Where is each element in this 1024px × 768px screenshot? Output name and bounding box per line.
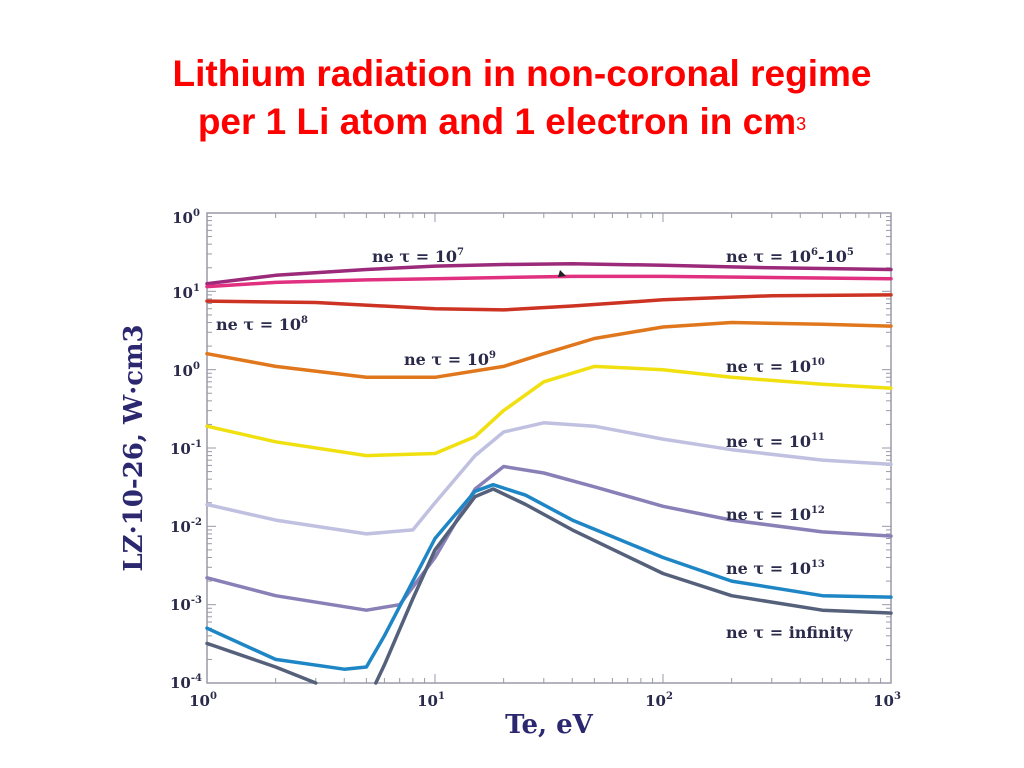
y-tick-label: 10-1 <box>170 439 202 458</box>
y-tick-label: 100 <box>172 361 200 380</box>
cursor-arrow-marker <box>558 270 566 277</box>
series-line <box>205 421 893 536</box>
series-label: ne τ = 107 <box>372 247 464 266</box>
series-label: ne τ = 106-105 <box>726 247 854 266</box>
y-tick-label: 101 <box>172 283 200 302</box>
series-line <box>374 487 893 685</box>
series-label: ne τ = 1012 <box>726 505 825 524</box>
y-tick-label: 10-2 <box>170 517 202 536</box>
y-tick-label: 100 <box>172 208 200 227</box>
series-label: ne τ = 1010 <box>726 357 825 376</box>
series-line <box>205 482 893 671</box>
y-axis-label: LZ·10-26, W·cm3 <box>119 324 149 571</box>
slide-title-superscript: 3 <box>796 114 807 134</box>
series-label: ne τ = 1011 <box>726 432 825 451</box>
x-tick-label: 102 <box>645 691 673 710</box>
slide-title-line2: per 1 Li atom and 1 electron in cm3 <box>0 100 1014 144</box>
slide-title-line1: Lithium radiation in non-coronal regime <box>172 53 872 94</box>
series-label: ne τ = 109 <box>404 350 496 369</box>
series-line <box>205 641 318 685</box>
slide-title-line2-text: per 1 Li atom and 1 electron in cm <box>197 101 797 142</box>
series-line <box>205 293 893 312</box>
series-label: ne τ = 108 <box>216 315 308 334</box>
series-line <box>205 261 893 286</box>
x-tick-label: 100 <box>189 691 217 710</box>
minor-ticks <box>206 213 891 684</box>
y-tick-label: 10-4 <box>170 673 202 692</box>
series-label: ne τ = infinity <box>726 623 853 642</box>
series-line <box>205 274 893 289</box>
tick-labels: 100 101 102 103 10-4 10-3 10-2 10-1 100 101 100 <box>170 208 901 710</box>
series-line <box>205 320 893 380</box>
series-line <box>205 464 893 612</box>
x-axis-label: Te, eV <box>505 710 594 740</box>
y-tick-label: 10-3 <box>170 595 202 614</box>
series-labels: ne τ = 107 ne τ = 106-105 ne τ = 108 ne τ =… <box>216 247 854 642</box>
x-tick-label: 103 <box>873 691 901 710</box>
series-label: ne τ = 1013 <box>726 559 825 578</box>
x-tick-label: 101 <box>417 691 445 710</box>
series-layer <box>205 261 893 685</box>
series-line <box>205 364 893 458</box>
